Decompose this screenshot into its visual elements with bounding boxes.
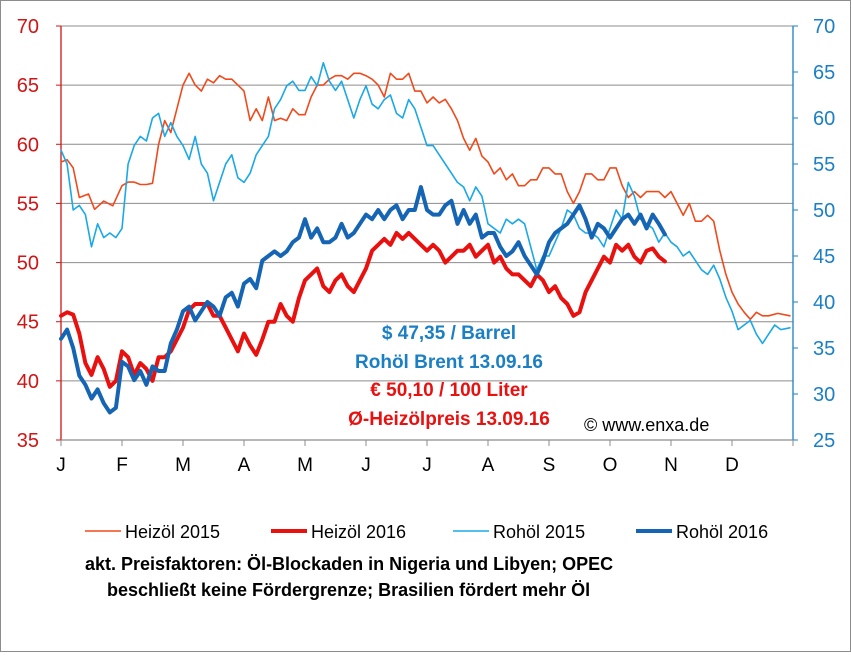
month-label: J	[361, 455, 371, 476]
month-label: N	[664, 455, 678, 476]
y-right-tick-label: 65	[813, 62, 835, 84]
y-right-tick-label: 45	[813, 246, 835, 268]
y-left-tick-label: 55	[17, 193, 39, 215]
y-left-tick-label: 60	[17, 134, 39, 156]
month-label: J	[422, 455, 432, 476]
annotation-label: $ 47,35 / Barrel	[382, 323, 516, 344]
copyright-label: © www.enxa.de	[584, 415, 709, 435]
legend-label: Rohöl 2016	[676, 522, 768, 542]
annotation-label: Ø-Heizölpreis 13.09.16	[348, 409, 550, 430]
y-right-tick-label: 40	[813, 292, 835, 314]
y-left-tick-label: 65	[17, 75, 39, 97]
legend-label: Heizöl 2015	[125, 522, 220, 542]
y-right-tick-label: 50	[813, 200, 835, 222]
y-left-tick-label: 35	[17, 430, 39, 452]
y-right-tick-label: 70	[813, 16, 835, 38]
footer-line-2: beschließt keine Fördergrenze; Brasilien…	[107, 580, 590, 600]
y-left-tick-label: 70	[17, 16, 39, 38]
y-right-tick-label: 35	[813, 338, 835, 360]
y-left-tick-label: 50	[17, 253, 39, 275]
series-line	[60, 72, 791, 321]
month-label: A	[238, 455, 251, 476]
series-line	[59, 231, 667, 389]
y-left-tick-label: 45	[17, 312, 39, 334]
legend-label: Heizöl 2016	[311, 522, 406, 542]
month-label: M	[297, 455, 313, 476]
annotation-label: € 50,10 / 100 Liter	[370, 380, 528, 401]
y-right-tick-label: 55	[813, 154, 835, 176]
legend-label: Rohöl 2015	[493, 522, 585, 542]
annotation-label: Rohöl Brent 13.09.16	[355, 352, 543, 373]
month-label: A	[482, 455, 495, 476]
month-label: F	[116, 455, 128, 476]
month-label: O	[603, 455, 618, 476]
month-label: D	[725, 455, 739, 476]
footer-line-1: akt. Preisfaktoren: Öl-Blockaden in Nige…	[85, 554, 613, 574]
series-line	[59, 185, 667, 415]
month-label: J	[56, 455, 66, 476]
month-label: S	[543, 455, 556, 476]
month-label: M	[175, 455, 191, 476]
y-right-tick-label: 25	[813, 430, 835, 452]
y-right-tick-label: 30	[813, 384, 835, 406]
y-right-tick-label: 60	[813, 108, 835, 130]
y-left-tick-label: 40	[17, 371, 39, 393]
